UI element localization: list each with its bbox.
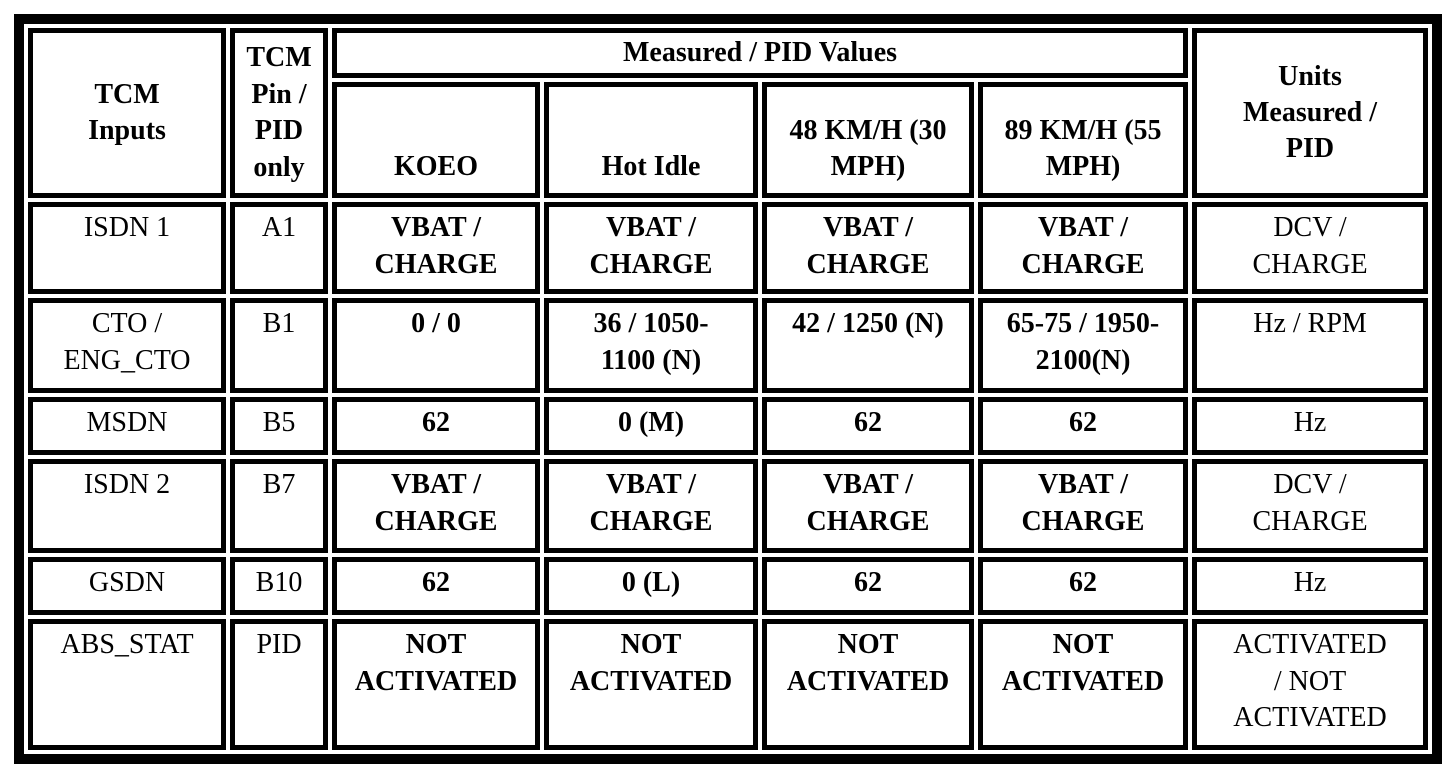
- cell-input: ABS_STAT: [28, 619, 226, 751]
- page: TCM Inputs TCM Pin / PID only Measured /…: [0, 14, 1456, 774]
- cell-48-kmh: 62: [762, 557, 974, 616]
- cell-89-kmh: 62: [978, 557, 1189, 616]
- cell-48-kmh: 62: [762, 397, 974, 456]
- header-row-sub: KOEO Hot Idle 48 KM/H (30 MPH) 89 KM/H (…: [28, 82, 1428, 199]
- cell-hot-idle: VBAT / CHARGE: [544, 459, 758, 554]
- cell-koeo: 0 / 0: [332, 298, 540, 394]
- cell-units: Hz: [1192, 397, 1429, 456]
- cell-hot-idle: 0 (L): [544, 557, 758, 616]
- cell-48-kmh: VBAT / CHARGE: [762, 202, 974, 295]
- cell-koeo: VBAT / CHARGE: [332, 459, 540, 554]
- header-tcm-inputs: TCM Inputs: [28, 28, 226, 199]
- header-koeo: KOEO: [332, 82, 540, 199]
- cell-89-kmh: 62: [978, 397, 1189, 456]
- table-row-cto: CTO / ENG_CTO B1 0 / 0 36 / 1050- 1100 (…: [28, 298, 1429, 394]
- table-row-msdn: MSDN B5 62 0 (M) 62 62 Hz: [28, 397, 1429, 456]
- cell-units: Hz / RPM: [1192, 298, 1429, 394]
- header-hot-idle: Hot Idle: [544, 82, 758, 199]
- cell-input: MSDN: [28, 397, 226, 456]
- cell-hot-idle: VBAT / CHARGE: [544, 202, 758, 295]
- cell-hot-idle: 0 (M): [544, 397, 758, 456]
- cell-koeo: NOT ACTIVATED: [332, 619, 540, 751]
- cell-89-kmh: VBAT / CHARGE: [978, 459, 1189, 554]
- cell-48-kmh: NOT ACTIVATED: [762, 619, 974, 751]
- cell-units: ACTIVATED / NOT ACTIVATED: [1192, 619, 1429, 751]
- table-row-isdn2: ISDN 2 B7 VBAT / CHARGE VBAT / CHARGE VB…: [28, 459, 1429, 554]
- cell-koeo: VBAT / CHARGE: [332, 202, 540, 295]
- cell-input: CTO / ENG_CTO: [28, 298, 226, 394]
- cell-48-kmh: VBAT / CHARGE: [762, 459, 974, 554]
- cell-input: ISDN 2: [28, 459, 226, 554]
- cell-units: Hz: [1192, 557, 1429, 616]
- table-row-gsdn: GSDN B10 62 0 (L) 62 62 Hz: [28, 557, 1429, 616]
- table-row-isdn1: ISDN 1 A1 VBAT / CHARGE VBAT / CHARGE VB…: [28, 202, 1429, 295]
- cell-input: GSDN: [28, 557, 226, 616]
- cell-89-kmh: NOT ACTIVATED: [978, 619, 1189, 751]
- header-89-kmh: 89 KM/H (55 MPH): [978, 82, 1189, 199]
- table-row-abs-stat: ABS_STAT PID NOT ACTIVATED NOT ACTIVATED…: [28, 619, 1429, 751]
- cell-units: DCV / CHARGE: [1192, 202, 1429, 295]
- cell-48-kmh: 42 / 1250 (N): [762, 298, 974, 394]
- cell-pin: B1: [230, 298, 328, 394]
- cell-pin: PID: [230, 619, 328, 751]
- cell-89-kmh: VBAT / CHARGE: [978, 202, 1189, 295]
- header-row-group: TCM Inputs TCM Pin / PID only Measured /…: [28, 28, 1429, 199]
- header-units-measured: Units Measured / PID: [1192, 28, 1429, 199]
- cell-koeo: 62: [332, 397, 540, 456]
- cell-pin: A1: [230, 202, 328, 295]
- header-tcm-pin: TCM Pin / PID only: [230, 28, 328, 199]
- cell-hot-idle: NOT ACTIVATED: [544, 619, 758, 751]
- cell-pin: B10: [230, 557, 328, 616]
- cell-units: DCV / CHARGE: [1192, 459, 1429, 554]
- cell-input: ISDN 1: [28, 202, 226, 295]
- header-measured-pid-values: Measured / PID Values: [332, 28, 1189, 79]
- cell-hot-idle: 36 / 1050- 1100 (N): [544, 298, 758, 394]
- cell-pin: B7: [230, 459, 328, 554]
- cell-koeo: 62: [332, 557, 540, 616]
- cell-pin: B5: [230, 397, 328, 456]
- cell-89-kmh: 65-75 / 1950- 2100(N): [978, 298, 1189, 394]
- tcm-inputs-table: TCM Inputs TCM Pin / PID only Measured /…: [14, 14, 1443, 765]
- header-48-kmh: 48 KM/H (30 MPH): [762, 82, 974, 199]
